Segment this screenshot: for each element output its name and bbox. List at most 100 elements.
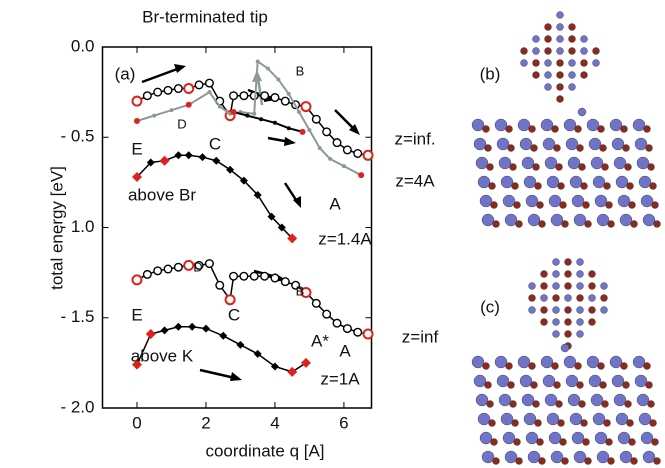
chart-title: Br-terminated tip [142, 7, 268, 26]
atom [471, 355, 485, 369]
atom [582, 201, 590, 209]
data-point [173, 84, 183, 94]
atom [569, 175, 583, 189]
atom [556, 47, 564, 55]
data-point [287, 233, 298, 244]
atom [624, 400, 632, 408]
annotation: (a) [115, 64, 136, 83]
atom [556, 71, 564, 79]
atom [553, 144, 561, 152]
atom [620, 362, 628, 370]
atom [607, 220, 615, 228]
atom [632, 118, 646, 132]
atom [494, 118, 508, 132]
atom [586, 355, 600, 369]
data-point [131, 171, 142, 182]
atom [588, 306, 596, 314]
annotation: B [296, 63, 305, 78]
atom [559, 201, 567, 209]
atom [622, 144, 630, 152]
atom [502, 194, 516, 208]
atom [564, 282, 572, 290]
atom [577, 107, 587, 117]
atom [488, 182, 496, 190]
annotation: z=inf [402, 327, 439, 346]
atom [505, 362, 513, 370]
atom [540, 318, 548, 326]
atom [588, 318, 596, 326]
arrow-heads [174, 64, 360, 381]
data-point [229, 91, 239, 101]
atom [653, 457, 661, 465]
atom [638, 412, 652, 426]
data-point [188, 322, 197, 331]
atom [542, 374, 556, 388]
atom [600, 306, 608, 314]
atom [630, 457, 638, 465]
data-point [226, 165, 235, 174]
atom [525, 194, 539, 208]
atom [504, 213, 518, 227]
atom [528, 294, 536, 302]
atom [548, 431, 562, 445]
atom [565, 137, 579, 151]
atom [477, 175, 491, 189]
data-point [146, 158, 155, 167]
annotation: A [339, 341, 351, 360]
atom [520, 47, 528, 55]
data-point [160, 326, 169, 335]
data-point [299, 128, 306, 135]
atom [605, 438, 613, 446]
atom [471, 118, 485, 132]
data-point [145, 328, 156, 339]
atom [611, 137, 625, 151]
atom [532, 400, 540, 408]
atom [555, 163, 563, 171]
data-point [358, 172, 365, 179]
data-point [183, 83, 195, 95]
data-point [185, 101, 192, 108]
atom [626, 182, 634, 190]
atom [564, 330, 572, 338]
atom [542, 137, 556, 151]
atom [592, 59, 600, 67]
atom [515, 457, 523, 465]
atom [544, 156, 558, 170]
atom [555, 400, 563, 408]
data-point [255, 59, 260, 64]
atom [528, 306, 536, 314]
atom [619, 450, 633, 464]
atom [552, 294, 560, 302]
atom [544, 35, 552, 43]
atom [576, 282, 584, 290]
atom [552, 270, 560, 278]
data-point [153, 87, 163, 97]
atom [507, 381, 515, 389]
atom [600, 294, 608, 302]
atom [556, 83, 564, 91]
atom [528, 362, 536, 370]
atom [540, 282, 548, 290]
data-point [142, 91, 152, 101]
data-point [267, 212, 276, 221]
atom [546, 412, 560, 426]
atom [599, 381, 607, 389]
data-point [311, 114, 321, 124]
x-axis-label: coordinate q [A] [205, 441, 324, 460]
data-point [252, 111, 257, 116]
atom [634, 374, 648, 388]
atom [624, 163, 632, 171]
atom [567, 156, 581, 170]
data-point [260, 271, 270, 281]
atom [643, 362, 651, 370]
atom [492, 220, 500, 228]
data-point [159, 155, 170, 166]
data-point [322, 127, 332, 137]
data-point [239, 176, 248, 185]
data-point [239, 91, 249, 101]
atom [642, 213, 656, 227]
atom [649, 182, 657, 190]
data-point [142, 269, 152, 279]
atom [496, 137, 510, 151]
